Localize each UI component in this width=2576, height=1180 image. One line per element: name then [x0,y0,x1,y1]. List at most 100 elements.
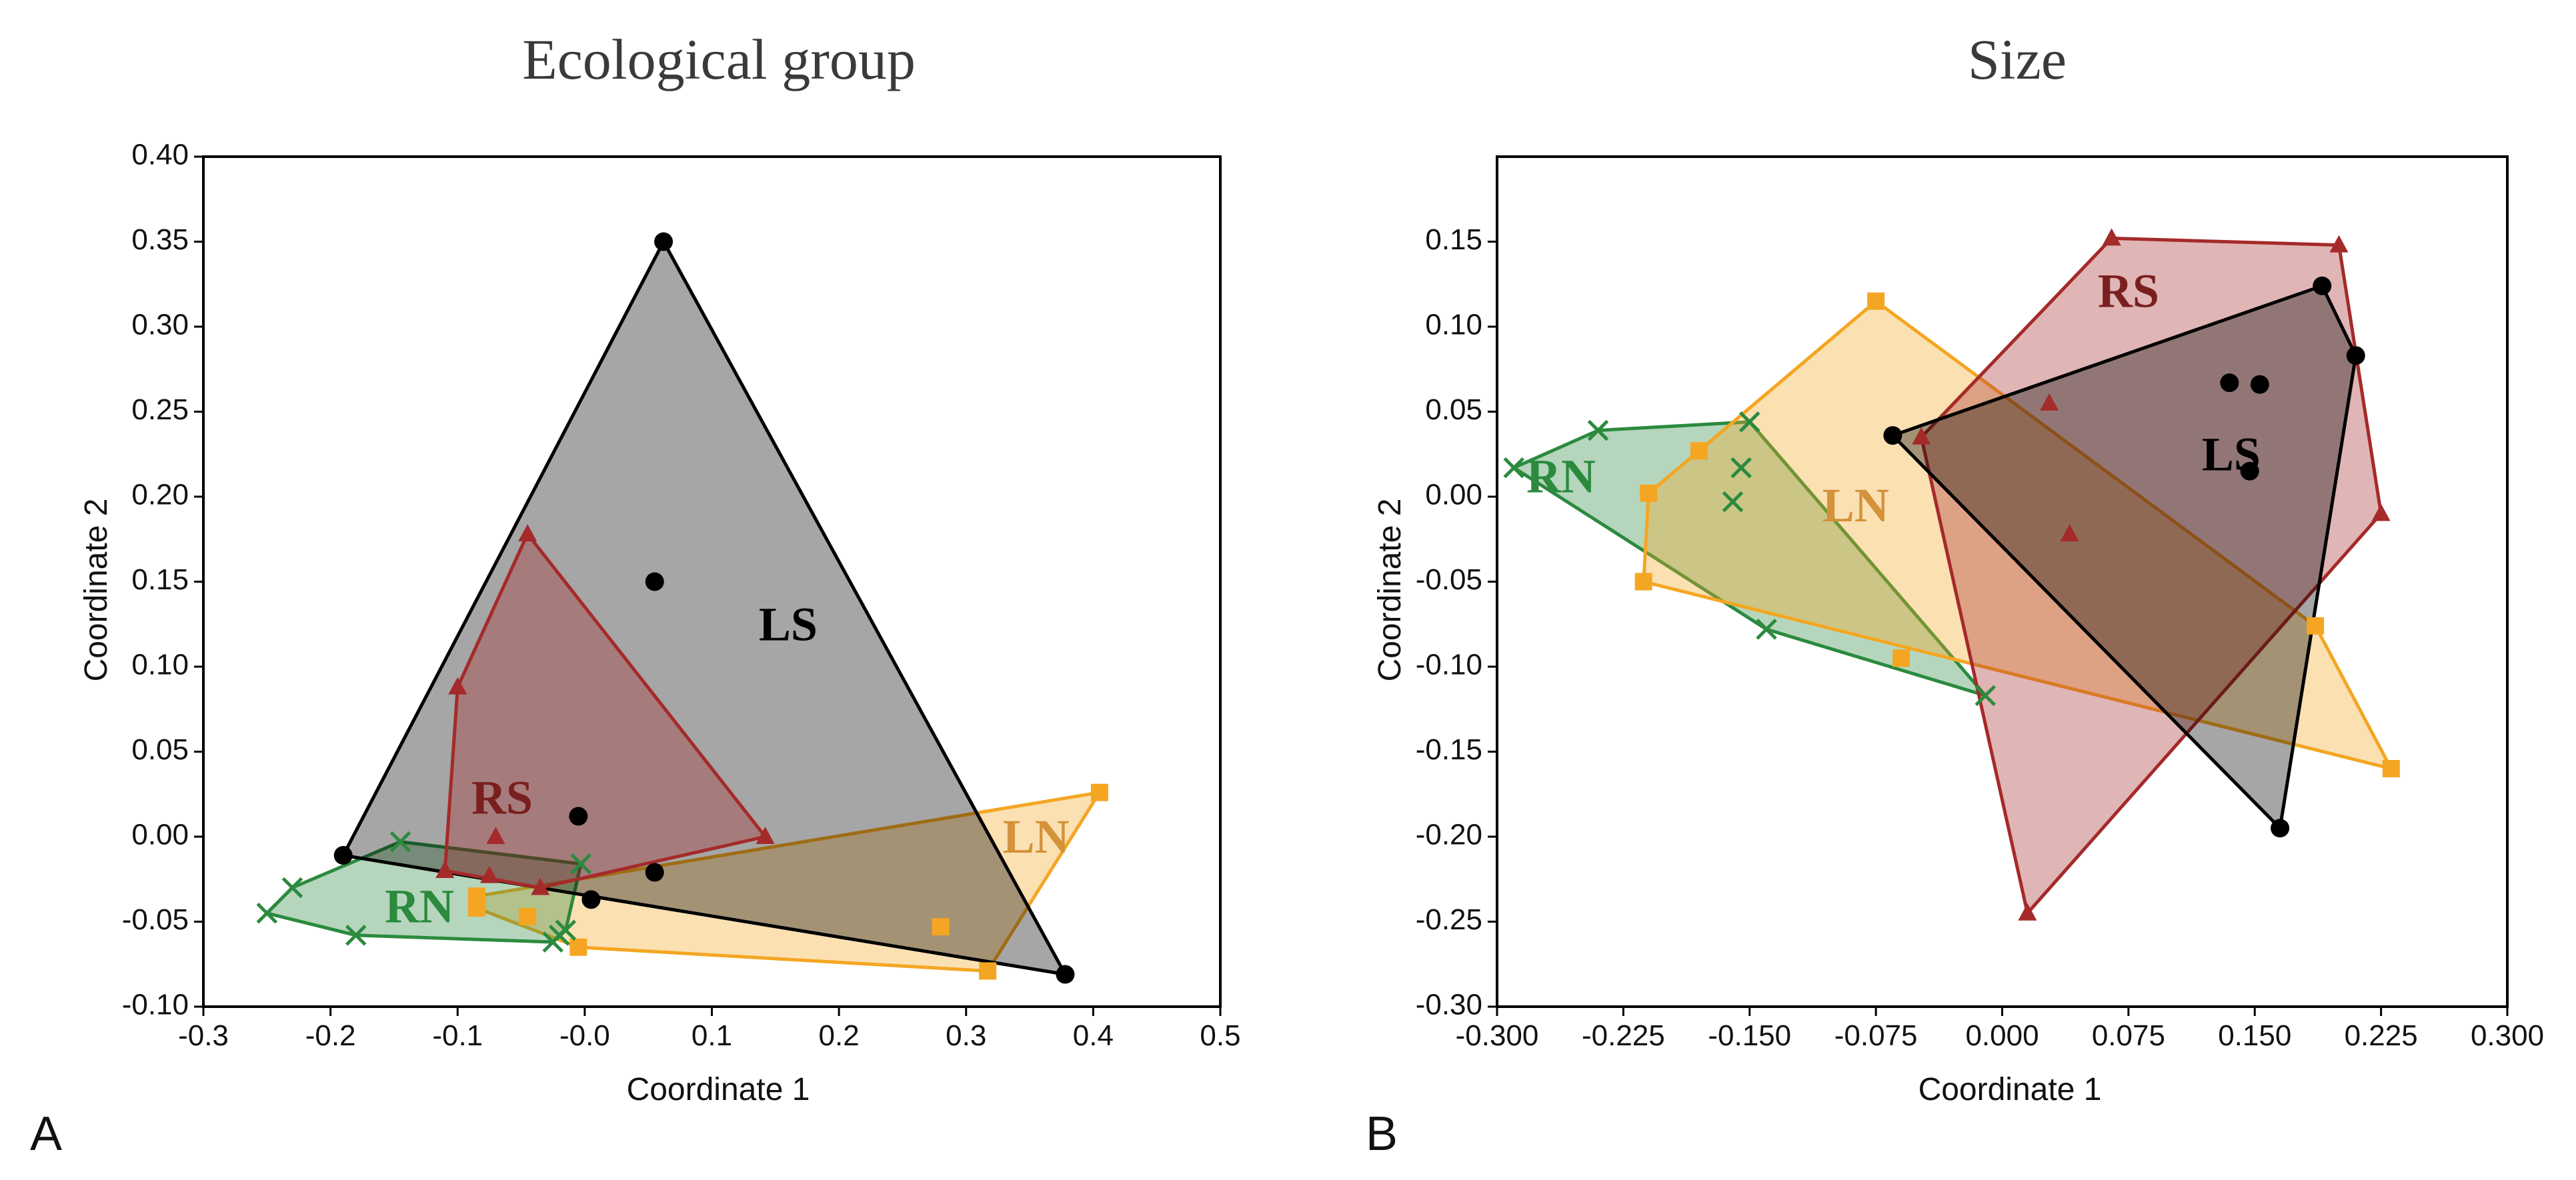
panel-b-point-ln-2 [2382,760,2400,777]
panel-b-group-label-ln: LN [1822,479,1889,532]
panel-a-y-tick-label-2: 0.00 [131,819,189,851]
panel-b-group-label-rs: RS [2098,265,2159,318]
panel-a-point-rn-3 [570,853,591,875]
panel-b-point-ls-0 [2313,276,2332,295]
panel-a-point-ls-4 [569,807,588,826]
panel-a-point-ls-6 [581,890,601,909]
panel-b-point-ls-2 [2271,819,2290,838]
panel-a-point-rs-5 [486,827,505,844]
panel-b-point-ls-1 [2346,346,2365,365]
panel-b-x-tick-label-8: 0.300 [2471,1019,2544,1052]
panel-a-point-rs-6 [479,865,499,883]
panel-a-y-tick-label-8: 0.30 [131,309,189,341]
panel-a-x-tick-label-3: -0.0 [559,1019,610,1052]
panel-a-x-tick-label-6: 0.3 [946,1019,986,1052]
panel-a-y-tick-label-10: 0.40 [131,139,189,171]
panel-a-y-tick-label-0: -0.10 [122,989,189,1021]
panel-b-y-tick-label-0: -0.30 [1416,989,1482,1021]
panel-a-title: Ecological group [522,27,916,91]
panel-b-point-ln-5 [1690,442,1708,460]
panel-a-hull-rn [265,840,583,944]
panel-a-point-rs-4 [448,677,467,695]
panel-b-y-tick-label-9: 0.15 [1425,223,1482,256]
panel-b-point-ln-4 [1640,484,1658,502]
panel-b-x-tick-label-6: 0.150 [2218,1019,2291,1052]
panel-b-point-rs-3 [2018,903,2037,921]
panel-b-x-tick-label-0: -0.300 [1456,1019,1539,1052]
panel-b-point-rn-3 [1975,685,1997,707]
panel-b-y-tick-label-2: -0.20 [1416,819,1482,851]
panel-a-point-ls-2 [333,846,353,865]
panel-a-y-tick-label-6: 0.20 [131,479,189,511]
panel-b-x-tick-label-3: -0.075 [1834,1019,1918,1052]
panel-a-group-label-ls: LS [759,597,818,651]
panel-b-size: Size RS LS RN LN -0.300 -0.225 -0.150 -0.075 0.0… [1366,27,2544,1161]
panel-b-x-tick-label-1: -0.225 [1582,1019,1665,1052]
panel-b-point-rn-1 [1587,419,1609,441]
panel-b-point-rs-6 [2060,524,2079,542]
panel-a-y-tick-label-7: 0.25 [131,393,189,426]
panel-b-point-ls-6 [2240,461,2259,481]
panel-b-y-tick-label-7: 0.05 [1425,393,1482,426]
panel-a-plot-area: LS RS LN RN -0.3 -0.2 -0.1 -0.0 0.1 0.2 0.3 0.4 0.5 -… [122,139,1241,1052]
panel-b-point-rs-4 [1912,427,1931,445]
panel-b-y-tick-label-5: -0.05 [1416,563,1482,596]
panel-a-point-ls-1 [1056,965,1075,984]
panel-a-point-ln-0 [1090,783,1108,801]
panel-a-x-tick-label-1: -0.2 [305,1019,356,1052]
panel-a-point-rs-3 [435,861,455,878]
panel-b-letter: B [1366,1107,1398,1161]
panel-a-point-rs-0 [518,524,537,542]
panel-a-x-tick-label-8: 0.5 [1200,1019,1240,1052]
panel-b-point-rs-2 [2371,503,2391,521]
panel-b-y-tick-label-3: -0.15 [1416,733,1482,766]
panel-a-point-ls-5 [645,863,664,882]
panel-a-y-tick-label-4: 0.10 [131,649,189,681]
panel-a-y-tick-label-1: -0.05 [122,903,189,936]
panel-a-x-tick-label-5: 0.2 [819,1019,860,1052]
panel-a-x-axis-label: Coordinate 1 [627,1072,810,1107]
panel-a-point-rn-7 [548,925,570,946]
panel-b-point-ls-3 [1883,426,1902,445]
panel-a-point-rs-1 [756,827,775,844]
panel-a-point-ln-3 [569,938,587,956]
panel-b-point-rn-6 [1722,491,1744,513]
panel-b-point-ls-4 [2220,373,2239,393]
panel-b-title: Size [1968,27,2067,91]
panel-a-group-label-rn: RN [385,880,454,933]
panel-a-y-tick-label-9: 0.35 [131,223,189,256]
panel-b-point-ln-3 [1634,573,1652,591]
panel-a-x-tick-label-4: 0.1 [692,1019,732,1052]
panel-b-x-axis-label: Coordinate 1 [1918,1072,2102,1107]
panel-a-point-rn-2 [389,831,411,853]
panel-b-x-tick-label-2: -0.150 [1708,1019,1791,1052]
panel-a-ecological-group: Ecological group LS RS LN RN -0.3 -0.2 -0.1 -0.… [30,27,1241,1161]
panel-b-hull-rs [1919,236,2383,915]
panel-b-plot-area: RS LS RN LN -0.300 -0.225 -0.150 -0.075 0.000 0.0… [1416,155,2544,1052]
panel-a-point-rn-0 [256,902,278,924]
panel-a-point-ln-6 [519,907,537,925]
panel-b-point-ls-5 [2250,375,2269,394]
panel-b-point-rn-2 [1738,411,1760,433]
panel-b-group-label-ls: LS [2202,427,2261,481]
panel-a-point-ls-3 [645,572,664,591]
panel-b-point-rs-0 [2102,228,2121,246]
panel-a-group-label-rs: RS [471,771,533,825]
panel-b-y-tick-label-1: -0.25 [1416,903,1482,936]
panel-b-y-tick-label-4: -0.10 [1416,649,1482,681]
panel-a-point-ln-1 [979,962,997,980]
panel-b-group-label-rn: RN [1526,450,1596,503]
panel-b-point-rn-4 [1756,619,1777,640]
panel-a-y-tick-label-3: 0.05 [131,733,189,766]
panel-a-y-tick-label-5: 0.15 [131,563,189,596]
panel-a-point-rn-1 [281,877,303,899]
panel-a-point-rn-6 [345,925,367,946]
panel-b-point-ln-1 [2307,617,2325,635]
panel-b-x-tick-label-4: 0.000 [1965,1019,2039,1052]
panel-a-point-ln-5 [467,887,485,905]
panel-b-point-ln-0 [1867,292,1885,310]
panel-b-point-rs-5 [2040,393,2059,411]
panel-b-point-ln-6 [1892,649,1910,667]
panel-b-point-rs-1 [2329,235,2349,253]
panel-b-point-rn-0 [1503,457,1525,479]
